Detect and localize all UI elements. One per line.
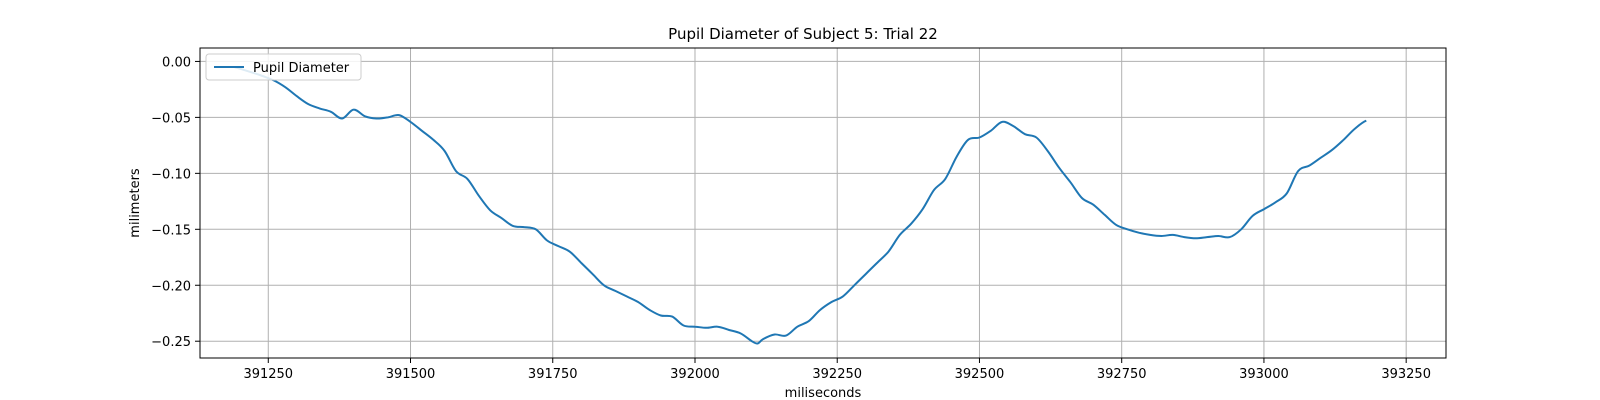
y-tick-label: −0.20 bbox=[151, 279, 191, 294]
y-axis: 0.00 −0.05 −0.10 −0.15 −0.20 −0.25 bbox=[151, 55, 200, 350]
y-tick-label: −0.05 bbox=[151, 111, 191, 126]
y-axis-label: milimeters bbox=[128, 168, 143, 238]
y-tick-label: −0.25 bbox=[151, 335, 191, 350]
x-tick-label: 391750 bbox=[528, 367, 578, 382]
x-tick-label: 392500 bbox=[955, 367, 1005, 382]
x-axis: 391250 391500 391750 392000 392250 392500 3927… bbox=[243, 358, 1431, 382]
legend-label: Pupil Diameter bbox=[253, 61, 350, 76]
x-tick-label: 393250 bbox=[1381, 367, 1431, 382]
x-tick-label: 391500 bbox=[386, 367, 436, 382]
y-tick-label: −0.15 bbox=[151, 223, 191, 238]
x-tick-label: 392750 bbox=[1097, 367, 1147, 382]
series-line-pupil-diameter bbox=[233, 66, 1367, 345]
x-axis-label: miliseconds bbox=[785, 386, 862, 400]
chart-title: Pupil Diameter of Subject 5: Trial 22 bbox=[668, 25, 938, 43]
x-tick-label: 392000 bbox=[670, 367, 720, 382]
y-tick-label: −0.10 bbox=[151, 167, 191, 182]
y-tick-label: 0.00 bbox=[162, 55, 191, 70]
legend-box bbox=[205, 53, 362, 81]
legend: Pupil Diameter bbox=[205, 53, 362, 81]
grid-layer bbox=[200, 48, 1446, 358]
series-layer bbox=[233, 66, 1367, 345]
x-tick-label: 391250 bbox=[243, 367, 293, 382]
x-tick-label: 392250 bbox=[812, 367, 862, 382]
plot-frame bbox=[199, 47, 1447, 359]
x-tick-label: 393000 bbox=[1239, 367, 1289, 382]
